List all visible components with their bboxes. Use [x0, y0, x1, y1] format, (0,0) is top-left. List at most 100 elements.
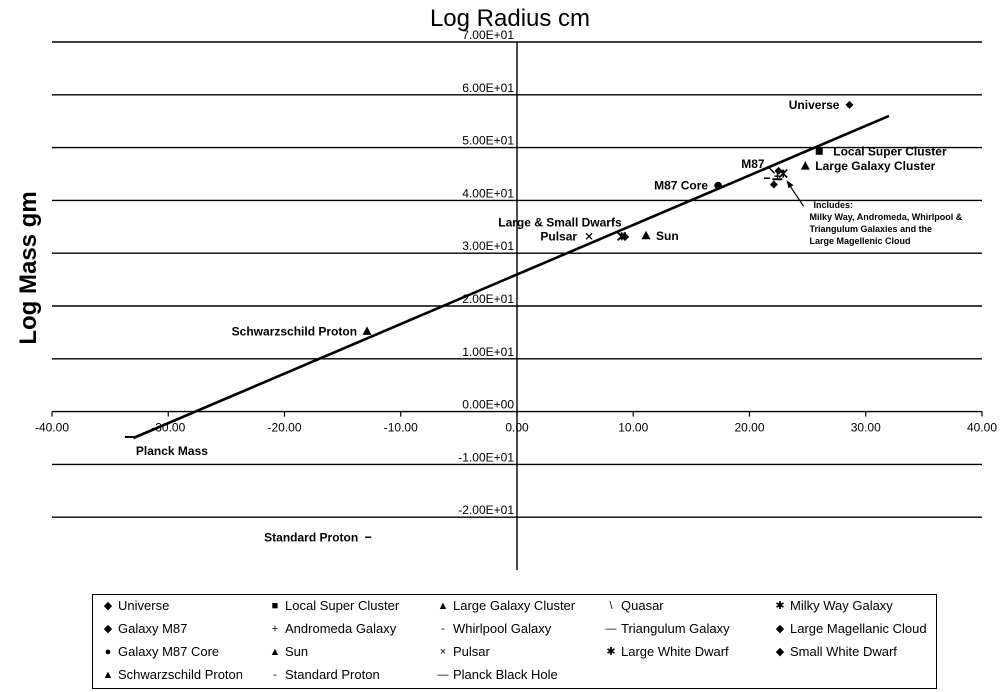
legend-symbol-icon: - [273, 668, 277, 681]
legend-label: Small White Dwarf [790, 644, 897, 659]
x-tick-label: 30.00 [851, 421, 881, 435]
x-tick-label: -30.00 [151, 421, 185, 435]
chart-legend: ◆ Universe ■ Local Super Cluster ▲ Large Gala… [92, 594, 937, 689]
legend-item: ▲ Large Galaxy Cluster [436, 598, 576, 613]
includes-note-line: Milky Way, Andromeda, Whirlpool & [810, 212, 963, 222]
point-sun [641, 230, 651, 240]
annotations: Universe Local Super Cluster M87 Large Gala… [136, 98, 947, 544]
trend-line [132, 114, 890, 440]
legend-symbol-icon: - [441, 622, 445, 635]
chart-plot: Log Radius cm Log Mass gm 7.00E+01 6.00E+… [15, 5, 997, 570]
y-tick-label: 0.00E+00 [462, 398, 514, 412]
note-arrowhead [786, 180, 794, 189]
legend-item: - Whirlpool Galaxy [436, 621, 551, 636]
legend-symbol-icon: ■ [271, 599, 279, 612]
legend-symbol-icon: — [437, 668, 449, 681]
y-tick-label: 3.00E+01 [462, 239, 514, 253]
legend-symbol-icon: ◆ [103, 600, 113, 612]
legend-label: Quasar [621, 598, 664, 613]
point-galaxy-m87 [774, 166, 783, 175]
legend-symbol-icon: + [271, 622, 279, 635]
x-tick-label: -20.00 [267, 421, 301, 435]
annotation-label: Universe [789, 98, 840, 112]
legend-item: × Pulsar [436, 644, 490, 659]
legend-symbol-icon: \ [609, 599, 613, 612]
y-tick-label: 2.00E+01 [462, 292, 514, 306]
legend-item: — Triangulum Galaxy [604, 621, 730, 636]
includes-note: Includes: Milky Way, Andromeda, Whirlpool… [786, 180, 963, 246]
legend-item: ▲ Schwarzschild Proton [101, 667, 243, 682]
annotation-label: M87 [741, 157, 765, 171]
legend-symbol-icon: ▲ [269, 645, 281, 658]
legend-symbol-icon: ✱ [775, 600, 785, 612]
x-tick-label: 40.00 [967, 421, 997, 435]
annotation-label: Large Galaxy Cluster [815, 159, 935, 173]
legend-item: ◆ Large Magellanic Cloud [773, 621, 927, 636]
legend-symbol-icon: × [439, 645, 447, 658]
legend-symbol-icon: ◆ [775, 623, 785, 635]
legend-label: Schwarzschild Proton [118, 667, 243, 682]
tick-labels: 7.00E+01 6.00E+01 5.00E+01 4.00E+01 3.00E+01… [35, 28, 997, 517]
y-tick-label: -2.00E+01 [458, 503, 514, 517]
legend-label: Local Super Cluster [285, 598, 400, 613]
includes-note-line: Large Magellenic Cloud [810, 236, 911, 246]
annotation-label: M87 Core [654, 179, 708, 193]
annotation-label: Standard Proton [264, 530, 358, 544]
x-tick-label: -40.00 [35, 421, 69, 435]
legend-label: Large Magellanic Cloud [790, 621, 927, 636]
x-tick-label: 20.00 [734, 421, 764, 435]
y-tick-label: 5.00E+01 [462, 134, 514, 148]
legend-item: ■ Local Super Cluster [268, 598, 400, 613]
legend-label: Triangulum Galaxy [621, 621, 730, 636]
legend-label: Standard Proton [285, 667, 380, 682]
x-tick-label: -10.00 [384, 421, 418, 435]
legend-label: Whirlpool Galaxy [453, 621, 552, 636]
legend-symbol-icon: ✱ [606, 646, 616, 658]
legend-label: Andromeda Galaxy [285, 621, 397, 636]
point-large-galaxy-cluster [800, 161, 810, 170]
legend-item: + Andromeda Galaxy [268, 621, 397, 636]
legend-item: ● Galaxy M87 Core [101, 644, 219, 659]
legend-item: - Standard Proton [268, 667, 380, 682]
legend-item: ◆ Galaxy M87 [101, 621, 188, 636]
legend-label: Galaxy M87 [118, 621, 188, 636]
y-tick-label: 7.00E+01 [462, 28, 514, 42]
legend-symbol-icon: ● [104, 645, 112, 658]
legend-symbol-icon: ◆ [103, 623, 113, 635]
legend-symbol-icon: — [605, 622, 617, 635]
legend-item: ◆ Universe [101, 598, 170, 613]
y-tick-label: 6.00E+01 [462, 81, 514, 95]
annotation-label: Local Super Cluster [833, 144, 947, 158]
legend-item: ✱ Large White Dwarf [604, 644, 729, 659]
x-tick-label: 0.00 [505, 421, 529, 435]
legend-label: Universe [118, 598, 170, 613]
includes-note-line: Includes: [814, 200, 854, 210]
point-andromeda-galaxy [774, 173, 781, 180]
legend-label: Pulsar [453, 644, 490, 659]
legend-label: Milky Way Galaxy [790, 598, 893, 613]
point-local-super-cluster [815, 147, 823, 155]
legend-item: — Planck Black Hole [436, 667, 558, 682]
axes [51, 42, 983, 570]
y-tick-label: 1.00E+01 [462, 345, 514, 359]
point-schwarzschild-proton [362, 326, 372, 335]
y-tick-label: 4.00E+01 [462, 186, 514, 200]
annotation-label: Pulsar [540, 229, 577, 243]
legend-label: Large White Dwarf [621, 644, 729, 659]
x-tick-label: 10.00 [618, 421, 648, 435]
point-small-white-dwarf [621, 232, 630, 241]
annotation-label: Large & Small Dwarfs [498, 215, 622, 229]
trend-line-group [132, 114, 890, 440]
legend-item: ✱ Milky Way Galaxy [773, 598, 893, 613]
annotation-label: Planck Mass [136, 444, 208, 458]
includes-note-line: Triangulum Galaxies and the [810, 224, 933, 234]
point-quasar [768, 166, 776, 174]
legend-symbol-icon: ▲ [102, 668, 114, 681]
point-galaxy-m87-core [714, 181, 722, 190]
legend-item: \ Quasar [604, 598, 664, 613]
annotation-label: Sun [656, 229, 679, 243]
legend-symbol-icon: ▲ [437, 599, 449, 612]
y-axis-label: Log Mass gm [15, 191, 42, 344]
legend-label: Large Galaxy Cluster [453, 598, 576, 613]
legend-label: Sun [285, 644, 309, 659]
